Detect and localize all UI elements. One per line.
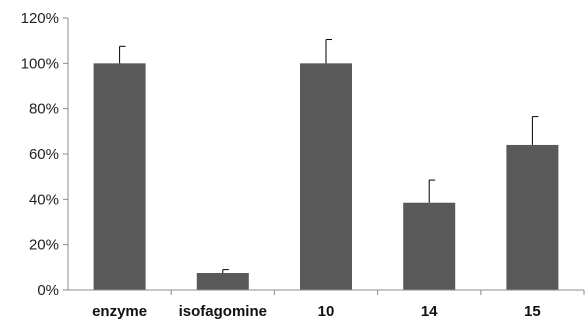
y-tick-label: 40% bbox=[29, 191, 59, 208]
y-tick-label: 20% bbox=[29, 237, 59, 254]
x-category-label: 15 bbox=[524, 303, 541, 320]
bar-15 bbox=[506, 144, 559, 290]
y-tick-label: 120% bbox=[21, 10, 59, 27]
x-category-label: 14 bbox=[421, 303, 438, 320]
error-bars-layer bbox=[119, 39, 539, 273]
bar-10 bbox=[300, 63, 352, 291]
bar-14 bbox=[403, 202, 456, 290]
x-axis-labels: enzyme isofagomine 10 14 15 bbox=[92, 303, 541, 320]
y-axis-ticks: 0% 20% 40% 60% 80% 100% 120% bbox=[21, 10, 68, 299]
x-category-label: 10 bbox=[318, 303, 335, 320]
bars-layer bbox=[93, 63, 559, 291]
y-tick-label: 80% bbox=[29, 101, 59, 118]
y-tick-label: 60% bbox=[29, 146, 59, 163]
y-tick-label: 100% bbox=[21, 55, 59, 72]
x-category-label: enzyme bbox=[92, 303, 147, 320]
bar-enzyme bbox=[93, 63, 146, 291]
y-tick-label: 0% bbox=[37, 282, 59, 299]
bar-isofagomine bbox=[196, 273, 249, 290]
x-category-label: isofagomine bbox=[179, 303, 267, 320]
